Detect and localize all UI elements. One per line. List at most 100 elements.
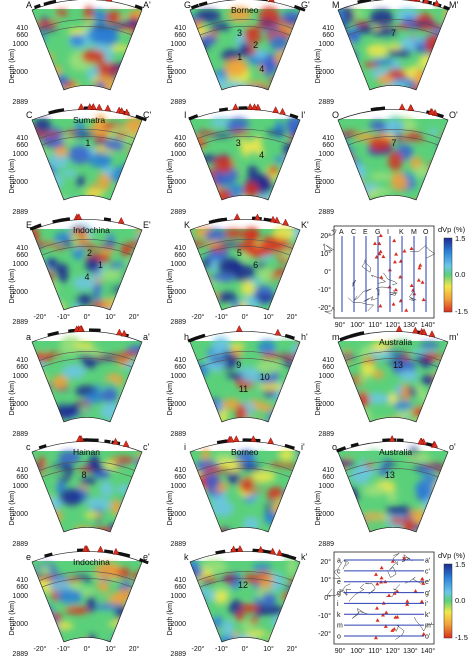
map-lat-tick: -10° <box>318 612 331 620</box>
offset-tick-label: -10° <box>215 645 228 653</box>
depth-tick-label: 2000 <box>12 511 28 518</box>
depth-tick-label: 1000 <box>12 261 28 268</box>
map-lat-tick: -20° <box>318 304 331 312</box>
location-maps: A C E G I K M O20°10°0°-10°-20°90° 100° 110° 120° 1… <box>318 225 468 655</box>
depth-tick-label: 2000 <box>12 289 28 296</box>
anomaly-label: 5 <box>237 248 242 258</box>
map-lon-tick: 140° <box>421 647 436 655</box>
anomaly-label: 2 <box>253 40 258 50</box>
depth-tick-label: 2889 <box>12 319 28 326</box>
offset-tick-label: -20° <box>34 645 47 653</box>
map-lower: a a' c c' e e' g g' i i' k k' m m' o o' 20° 10° 0° -10° -20°… <box>318 551 468 655</box>
depth-tick-label: 2889 <box>170 431 186 438</box>
offset-tick-label: -20° <box>192 645 205 653</box>
region-label: Indochina <box>73 225 110 235</box>
depth-axis-label: Depth (km) <box>167 159 174 194</box>
map-profile-label: M <box>411 229 417 236</box>
depth-tick-label: 1000 <box>170 373 186 380</box>
offset-tick-label: 10° <box>105 645 116 653</box>
depth-tick-label: 2000 <box>170 401 186 408</box>
depth-tick-label: 2000 <box>170 69 186 76</box>
depth-tick-label: 2000 <box>170 179 186 186</box>
depth-tick-label: 2889 <box>170 651 186 658</box>
anomaly-label: 3 <box>237 28 242 38</box>
depth-tick-label: 410 <box>322 467 334 474</box>
colorbar-mid: 0.0 <box>455 596 465 605</box>
anomaly-label: 6 <box>253 260 258 270</box>
map-lon-tick: 100° <box>350 321 365 329</box>
profile-start-label: E <box>26 220 32 230</box>
anomaly-label: 2 <box>87 248 92 258</box>
profile-end-label: e' <box>143 552 150 562</box>
depth-tick-label: 1000 <box>318 483 334 490</box>
offset-axis: -20° -10° 0° 10° 20° <box>34 313 140 321</box>
offset-tick-label: -20° <box>192 313 205 321</box>
offset-tick-label: 0° <box>242 645 249 653</box>
depth-tick-label: 660 <box>16 252 28 259</box>
depth-tick-label: 2000 <box>318 511 334 518</box>
profile-start-label: c <box>26 442 31 452</box>
depth-tick-label: 2000 <box>12 69 28 76</box>
offset-tick-label: 0° <box>84 645 91 653</box>
depth-tick-label: 410 <box>174 577 186 584</box>
colorbar-max: 1.5 <box>455 560 465 569</box>
map-profile-label: c <box>337 568 341 575</box>
depth-tick-label: 2889 <box>318 209 334 216</box>
depth-tick-label: 660 <box>16 142 28 149</box>
offset-axis: -20° -10° 0° 10° 20° <box>192 313 298 321</box>
map-profile-end-label: o' <box>425 634 430 641</box>
depth-axis-label: Depth (km) <box>167 381 174 416</box>
depth-tick-label: 660 <box>322 142 334 149</box>
map-profile-label: k <box>337 612 341 619</box>
depth-tick-label: 2000 <box>318 401 334 408</box>
depth-tick-label: 660 <box>322 474 334 481</box>
depth-tick-label: 2889 <box>12 209 28 216</box>
depth-tick-label: 660 <box>16 474 28 481</box>
depth-tick-label: 1000 <box>170 151 186 158</box>
depth-tick-label: 410 <box>322 135 334 142</box>
depth-axis-label: Depth (km) <box>9 159 16 194</box>
depth-tick-label: 660 <box>174 474 186 481</box>
profile-start-label: K <box>184 220 190 230</box>
profile-end-label: i' <box>301 442 305 452</box>
profile-end-label: c' <box>143 442 150 452</box>
depth-tick-label: 660 <box>16 584 28 591</box>
map-lon-tick: 140° <box>421 321 436 329</box>
map-profile-label: O <box>423 229 429 236</box>
profile-start-label: m <box>332 332 340 342</box>
offset-tick-label: 10° <box>263 645 274 653</box>
depth-tick-label: 2000 <box>170 511 186 518</box>
anomaly-label: 1 <box>98 260 103 270</box>
region-label: Hainan <box>73 447 100 457</box>
depth-tick-label: 410 <box>174 357 186 364</box>
depth-tick-label: 410 <box>174 135 186 142</box>
depth-tick-label: 660 <box>174 32 186 39</box>
depth-tick-label: 1000 <box>170 261 186 268</box>
depth-tick-label: 2000 <box>12 179 28 186</box>
map-lon-tick: 120° <box>386 647 401 655</box>
map-profile-end-label: i' <box>425 601 428 608</box>
anomaly-label: 4 <box>259 64 264 74</box>
profile-end-label: G' <box>301 0 310 10</box>
map-lat-tick: 20° <box>320 232 331 240</box>
depth-axis-label: Depth (km) <box>315 159 322 194</box>
map-upper: A C E G I K M O20°10°0°-10°-20°90° 100° 110° 120° 1… <box>318 225 468 329</box>
profile-end-label: k' <box>301 552 308 562</box>
depth-axis-label: Depth (km) <box>167 49 174 84</box>
map-profile-end-label: c' <box>425 568 430 575</box>
colorbar-title: dVp (%) <box>438 225 466 234</box>
anomaly-label: 4 <box>259 150 264 160</box>
colorbar-title: dVp (%) <box>438 551 466 560</box>
